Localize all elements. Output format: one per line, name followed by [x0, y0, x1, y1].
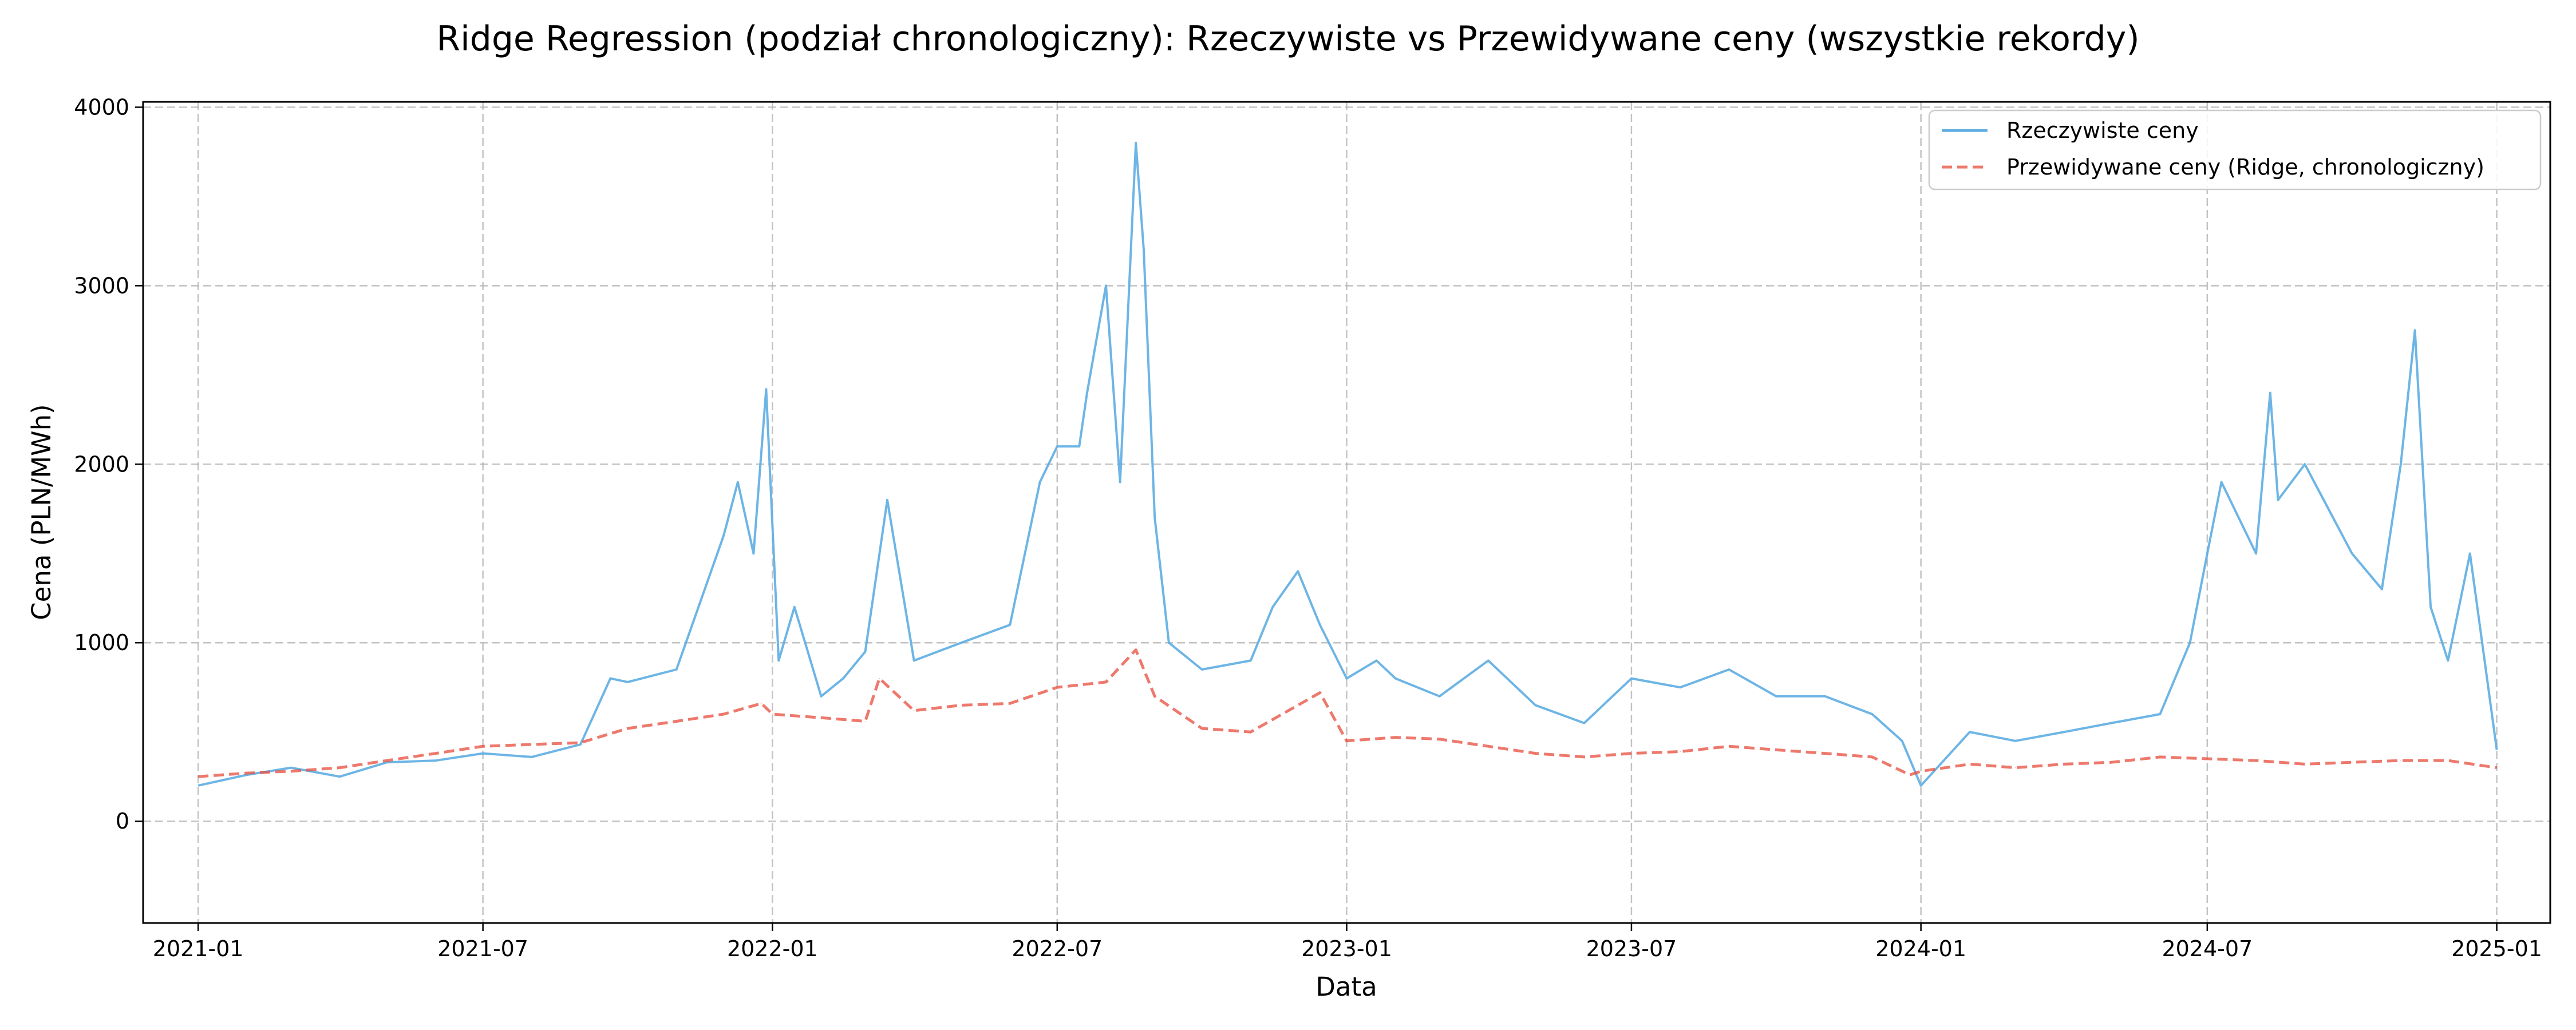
predicted-point — [339, 767, 341, 768]
predicted-point — [864, 720, 866, 722]
actual-point — [197, 785, 199, 786]
series-actual — [197, 141, 2498, 787]
axis-ticks: 2021-01 2021-07 2022-01 2022-07 2023-01 2023-… — [74, 94, 2542, 961]
x-tick-label: 2023-07 — [1586, 936, 1677, 961]
y-tick-label: 0 — [116, 809, 129, 834]
actual-point — [864, 651, 866, 652]
y-tick-label: 3000 — [74, 273, 129, 298]
actual-point — [1319, 624, 1321, 625]
x-axis-label: Data — [1315, 972, 1377, 1002]
actual-point — [1250, 660, 1251, 661]
predicted-point — [1346, 740, 1348, 742]
predicted-point — [2400, 760, 2401, 761]
actual-point — [610, 678, 611, 679]
x-tick-label: 2021-01 — [153, 936, 244, 961]
actual-point — [2255, 553, 2257, 554]
actual-point — [753, 553, 754, 554]
predicted-point — [761, 703, 762, 704]
y-tick-label: 2000 — [74, 451, 129, 477]
series-predicted — [197, 648, 2498, 778]
actual-point — [2400, 464, 2401, 465]
predicted-point — [386, 760, 388, 761]
predicted-point — [2255, 760, 2257, 761]
predicted-point — [879, 678, 880, 679]
x-tick-label: 2023-01 — [1301, 936, 1392, 961]
predicted-point — [2014, 767, 2016, 768]
predicted-point — [1395, 736, 1396, 738]
x-tick-label: 2021-07 — [437, 936, 528, 961]
legend-label-predicted: Przewidywane ceny (Ridge, chronologiczny… — [2006, 154, 2484, 180]
actual-point — [1376, 660, 1377, 661]
predicted-point — [676, 720, 677, 722]
x-tick-label: 2022-01 — [727, 936, 818, 961]
predicted-price-line — [198, 648, 2497, 778]
actual-point — [1143, 249, 1144, 251]
actual-point — [2014, 740, 2016, 742]
actual-point — [1346, 678, 1348, 679]
legend: Rzeczywiste ceny Przewidywane ceny (Ridg… — [1928, 109, 2542, 191]
predicted-point — [961, 704, 962, 706]
x-tick-label: 2024-01 — [1875, 936, 1966, 961]
predicted-point — [2496, 767, 2498, 768]
y-tick-label: 4000 — [74, 94, 129, 120]
predicted-point — [1824, 753, 1826, 754]
predicted-point — [2111, 762, 2112, 763]
predicted-point — [1535, 753, 1536, 754]
actual-point — [1535, 704, 1536, 706]
predicted-point — [1680, 751, 1681, 752]
grid — [143, 102, 2550, 923]
actual-point — [386, 762, 388, 763]
predicted-point — [1319, 692, 1321, 694]
legend-label-actual: Rzeczywiste ceny — [2006, 118, 2199, 143]
x-tick-label: 2022-07 — [1012, 936, 1103, 961]
actual-point — [531, 756, 532, 758]
x-tick-label: 2025-01 — [2451, 936, 2542, 961]
actual-point — [1395, 678, 1396, 679]
y-axis-label: Cena (PLN/MWh) — [26, 404, 57, 620]
y-tick-label: 1000 — [74, 630, 129, 655]
actual-point — [676, 669, 677, 670]
actual-point — [765, 389, 767, 390]
actual-price-line — [197, 141, 2498, 787]
series-layer — [197, 141, 2498, 787]
x-tick-label: 2024-07 — [2162, 936, 2253, 961]
predicted-point — [1583, 756, 1585, 758]
chart-title: Ridge Regression (podział chronologiczny… — [436, 19, 2139, 59]
legend-box — [1928, 109, 2542, 191]
actual-point — [1680, 687, 1681, 688]
